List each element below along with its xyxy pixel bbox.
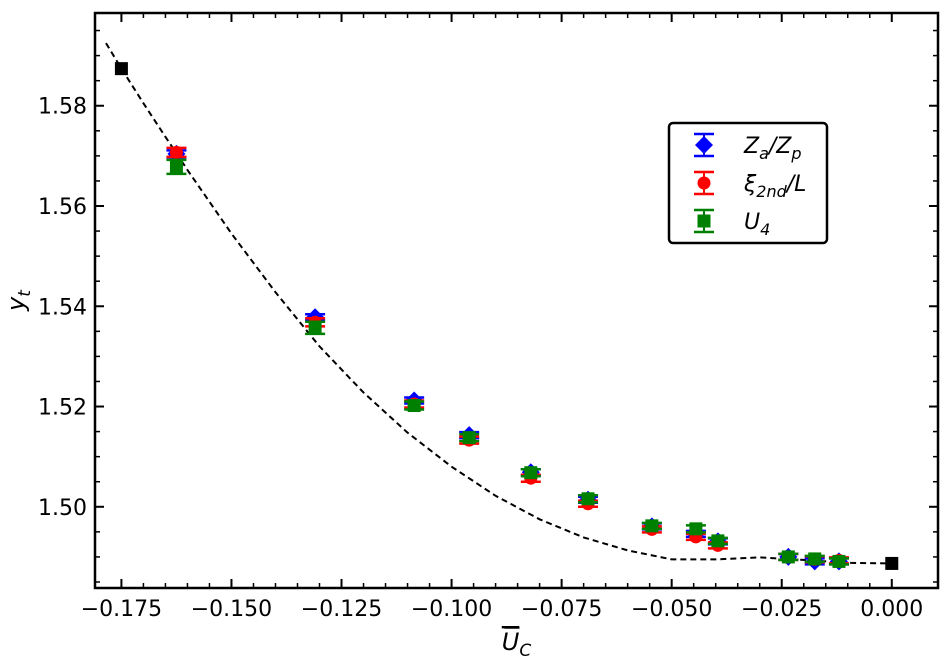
data-point (832, 554, 846, 568)
legend-item: U4 (694, 208, 770, 239)
y-tick-label: 1.54 (38, 295, 87, 320)
data-point (169, 160, 183, 174)
data-point (885, 556, 899, 570)
legend-item: Za/Zp (694, 132, 802, 163)
x-axis-label: UC (502, 628, 532, 661)
data-point (462, 431, 476, 445)
legend-label: ξ2nd/L (743, 172, 806, 201)
y-axis-label: yt (2, 289, 35, 312)
data-point (524, 466, 538, 480)
data-point (581, 492, 595, 506)
x-tick-label: −0.125 (301, 597, 382, 622)
plot-frame (93, 11, 940, 590)
legend-label-part: a (759, 144, 769, 163)
legend-marker (697, 214, 711, 228)
legend-label-part: /Z (767, 134, 792, 159)
y-axis-label-sub: t (15, 289, 35, 297)
data-point (808, 552, 822, 566)
data-point (407, 399, 421, 413)
legend-label: U4 (744, 210, 770, 239)
data-point (711, 534, 725, 548)
x-tick-label: 0.000 (860, 597, 923, 622)
series-2 (166, 158, 849, 568)
y-tick-label: 1.52 (38, 396, 87, 421)
data-point (781, 550, 795, 564)
legend-box (667, 121, 829, 245)
legend-label-part: U (744, 210, 760, 235)
legend-label-part: ξ (743, 172, 757, 197)
fit-curve (105, 42, 892, 565)
x-tick-label: −0.150 (191, 597, 272, 622)
axes-layer: −0.175 −0.150 −0.125 −0.100 −0.075 −0.050 −0.0… (38, 11, 940, 622)
x-tick-label: −0.075 (521, 597, 602, 622)
series-3 (114, 62, 899, 570)
y-axis-label-main: y (2, 296, 30, 312)
data-point (689, 522, 703, 536)
y-tick-label: 1.56 (38, 195, 87, 220)
legend-marker (695, 136, 713, 154)
x-axis-label-main: U (502, 628, 520, 656)
data-points-layer (114, 62, 899, 571)
data-point (645, 519, 659, 533)
legend-label-part: /L (785, 172, 807, 197)
x-axis-label-sub: C (519, 641, 531, 661)
legend-item: ξ2nd/L (694, 170, 806, 201)
x-tick-label: −0.050 (631, 597, 712, 622)
y-tick-label: 1.50 (38, 496, 87, 521)
legend-label-part: 4 (760, 220, 770, 239)
fit-curve-layer (105, 42, 892, 565)
x-tick-label: −0.175 (81, 597, 162, 622)
data-point (114, 62, 128, 76)
legend-label-part: 2nd (756, 182, 787, 201)
legend: Za/Zp ξ2nd/L U4 (667, 121, 829, 245)
data-point (308, 321, 322, 335)
legend-marker (697, 176, 711, 190)
x-tick-label: −0.100 (411, 597, 492, 622)
legend-label: Za/Zp (743, 134, 802, 163)
y-tick-label: 1.58 (38, 95, 87, 120)
legend-label-part: p (790, 144, 801, 163)
legend-label-part: Z (743, 134, 760, 159)
data-point (169, 145, 183, 159)
x-tick-label: −0.025 (741, 597, 822, 622)
